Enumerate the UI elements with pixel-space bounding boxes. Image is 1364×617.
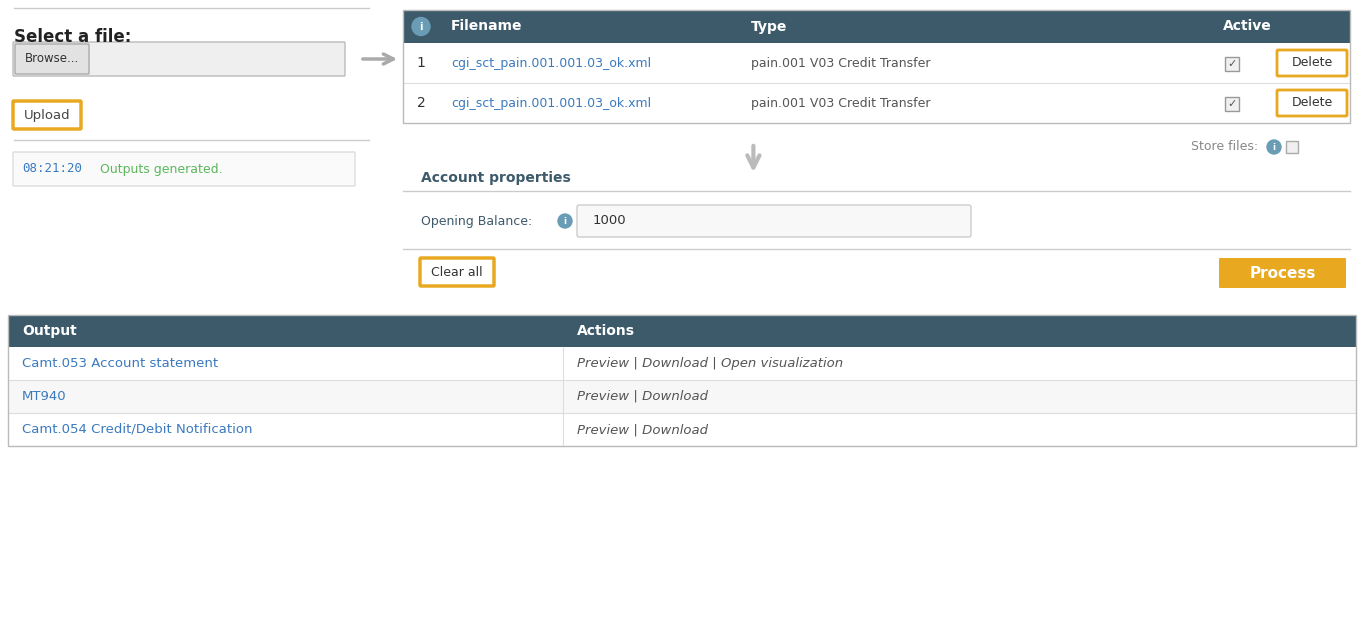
Text: pain.001 V03 Credit Transfer: pain.001 V03 Credit Transfer bbox=[752, 57, 930, 70]
Text: pain.001 V03 Credit Transfer: pain.001 V03 Credit Transfer bbox=[752, 96, 930, 109]
Text: cgi_sct_pain.001.001.03_ok.xml: cgi_sct_pain.001.001.03_ok.xml bbox=[451, 57, 651, 70]
Text: i: i bbox=[419, 22, 423, 31]
Text: Output: Output bbox=[22, 324, 76, 338]
FancyBboxPatch shape bbox=[14, 42, 345, 76]
FancyBboxPatch shape bbox=[420, 258, 494, 286]
Text: 2: 2 bbox=[416, 96, 426, 110]
Bar bbox=[8, 347, 1356, 380]
Bar bbox=[8, 380, 1356, 413]
FancyBboxPatch shape bbox=[1277, 50, 1348, 76]
Bar bbox=[1225, 57, 1239, 71]
Bar bbox=[402, 10, 1350, 123]
Text: Delete: Delete bbox=[1292, 57, 1333, 70]
Text: i: i bbox=[563, 217, 566, 225]
Text: Camt.053 Account statement: Camt.053 Account statement bbox=[22, 357, 218, 370]
Bar bbox=[1286, 141, 1299, 153]
Text: Upload: Upload bbox=[23, 109, 71, 122]
Text: cgi_sct_pain.001.001.03_ok.xml: cgi_sct_pain.001.001.03_ok.xml bbox=[451, 96, 651, 109]
Text: Camt.054 Credit/Debit Notification: Camt.054 Credit/Debit Notification bbox=[22, 423, 252, 436]
Text: Store files:: Store files: bbox=[1191, 141, 1258, 154]
FancyBboxPatch shape bbox=[1219, 258, 1346, 288]
Text: Preview | Download: Preview | Download bbox=[577, 390, 708, 403]
FancyBboxPatch shape bbox=[14, 152, 355, 186]
Text: i: i bbox=[1273, 143, 1275, 152]
Text: Account properties: Account properties bbox=[421, 171, 570, 185]
Text: ✓: ✓ bbox=[1228, 99, 1237, 109]
Text: Type: Type bbox=[752, 20, 787, 33]
Text: ✓: ✓ bbox=[1228, 59, 1237, 69]
Text: Outputs generated.: Outputs generated. bbox=[91, 162, 222, 175]
Text: Actions: Actions bbox=[577, 324, 636, 338]
Text: Preview | Download: Preview | Download bbox=[577, 423, 708, 436]
FancyBboxPatch shape bbox=[15, 44, 89, 74]
Bar bbox=[1225, 97, 1239, 111]
Bar bbox=[8, 315, 1356, 446]
Text: Filename: Filename bbox=[451, 20, 522, 33]
Text: Active: Active bbox=[1224, 20, 1271, 33]
Text: MT940: MT940 bbox=[22, 390, 67, 403]
FancyBboxPatch shape bbox=[577, 205, 971, 237]
Bar bbox=[8, 315, 1356, 347]
Text: Process: Process bbox=[1249, 265, 1316, 281]
FancyBboxPatch shape bbox=[14, 101, 80, 129]
Text: 1: 1 bbox=[416, 56, 426, 70]
Text: Select a file:: Select a file: bbox=[14, 28, 131, 46]
Bar bbox=[402, 43, 1350, 83]
Text: Opening Balance:: Opening Balance: bbox=[421, 215, 532, 228]
Bar bbox=[402, 10, 1350, 43]
Bar bbox=[402, 83, 1350, 123]
Text: Preview | Download | Open visualization: Preview | Download | Open visualization bbox=[577, 357, 843, 370]
Text: Delete: Delete bbox=[1292, 96, 1333, 109]
Bar bbox=[8, 413, 1356, 446]
Text: Clear all: Clear all bbox=[431, 265, 483, 278]
Text: Browse...: Browse... bbox=[25, 52, 79, 65]
Circle shape bbox=[412, 17, 430, 36]
Circle shape bbox=[1267, 140, 1281, 154]
Circle shape bbox=[558, 214, 572, 228]
Text: 1000: 1000 bbox=[593, 215, 626, 228]
Text: 08:21:20: 08:21:20 bbox=[22, 162, 82, 175]
FancyBboxPatch shape bbox=[1277, 90, 1348, 116]
